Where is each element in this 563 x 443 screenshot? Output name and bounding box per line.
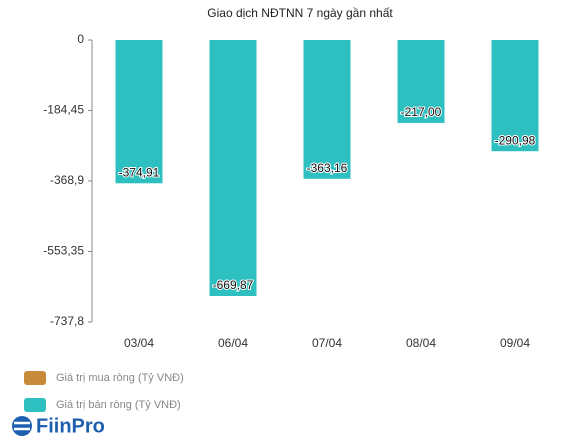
legend-label: Giá trị bán ròng (Tỷ VNĐ) [56, 399, 181, 411]
value-label: -217,00 [401, 105, 442, 119]
logo: FiinPro [0, 412, 563, 443]
y-tick-label: 0 [77, 32, 84, 46]
bar [397, 40, 445, 123]
x-tick-label: 03/04 [124, 336, 154, 350]
x-tick-label: 06/04 [218, 336, 248, 350]
logo-icon [12, 416, 32, 436]
legend-swatch [24, 371, 46, 385]
x-tick-label: 09/04 [500, 336, 530, 350]
logo-background [0, 412, 563, 443]
logo-icon-lines [14, 421, 30, 431]
bar [303, 40, 351, 179]
bar [209, 40, 257, 297]
chart-title: Giao dịch NĐTNN 7 ngày gần nhất [207, 6, 393, 20]
x-tick-label: 08/04 [406, 336, 436, 350]
value-label: -374,91 [119, 165, 160, 179]
y-tick-label: -368,9 [50, 173, 84, 187]
value-label: -669,87 [213, 278, 254, 292]
logo-text: FiinPro [36, 415, 105, 437]
value-label: -363,16 [307, 161, 348, 175]
legend-label: Giá trị mua ròng (Tỷ VNĐ) [56, 372, 184, 384]
y-tick-label: -553,35 [43, 244, 84, 258]
y-tick-label: -184,45 [43, 103, 84, 117]
value-label: -290,98 [495, 133, 536, 147]
y-tick-label: -737,8 [50, 314, 84, 328]
x-tick-label: 07/04 [312, 336, 342, 350]
legend-swatch [24, 398, 46, 412]
bar [115, 40, 163, 184]
bar [491, 40, 539, 152]
